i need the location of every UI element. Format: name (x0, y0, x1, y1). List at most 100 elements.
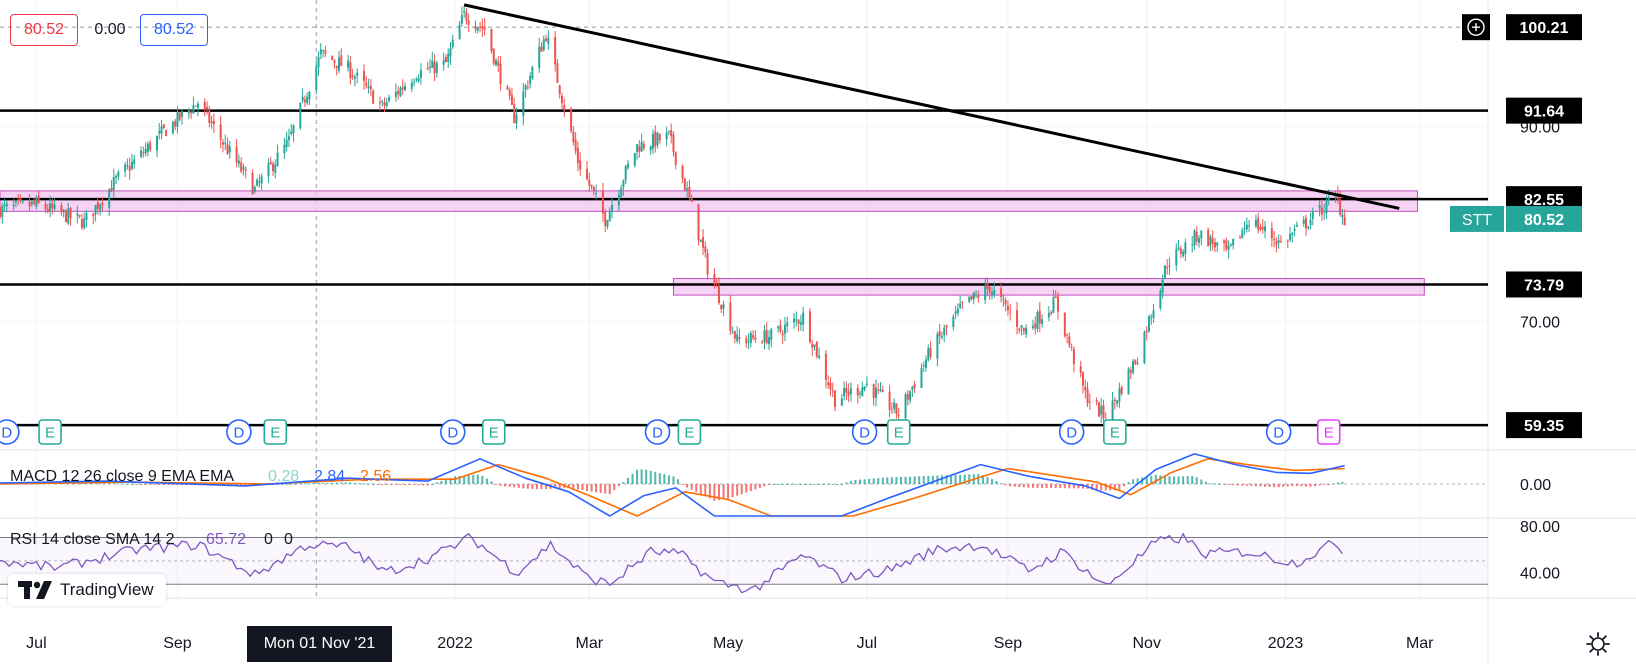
macd-histogram-bar (326, 482, 329, 484)
macd-histogram-bar (1113, 484, 1116, 491)
candle (128, 157, 131, 180)
candle (849, 382, 852, 402)
candle-body (738, 336, 741, 339)
candle-body (37, 195, 40, 203)
dividend-marker[interactable]: D (644, 419, 671, 445)
candle-body (874, 387, 877, 398)
candle-body (1004, 300, 1007, 305)
candle (415, 76, 418, 83)
dividend-marker[interactable]: D (439, 419, 466, 445)
dividend-marker[interactable]: D (0, 419, 20, 445)
candle-body (1279, 240, 1282, 242)
tradingview-wordmark: TradingView (60, 580, 154, 599)
macd-histogram-bar (1191, 476, 1194, 484)
candle (1086, 381, 1089, 408)
macd-histogram-bar (1332, 483, 1335, 485)
candle-body (1275, 241, 1278, 246)
candle-body (508, 89, 511, 96)
candle (626, 160, 629, 171)
candle-body (683, 178, 686, 191)
tradingview-mark-icon (18, 581, 52, 599)
earnings-marker[interactable]: E (1316, 419, 1341, 445)
candle-body (171, 122, 174, 134)
rsi-legend[interactable]: RSI 14 close SMA 14 2 65.72 0 0 (10, 531, 293, 548)
candle (67, 202, 70, 225)
earnings-marker[interactable]: E (886, 419, 911, 445)
candle-body (636, 144, 639, 153)
candle-body (797, 320, 800, 324)
candle (811, 339, 814, 357)
candle (60, 202, 63, 216)
candle-body (879, 389, 882, 392)
candle (576, 141, 579, 172)
candle (53, 198, 56, 212)
candle (1031, 319, 1034, 330)
candle-body (203, 102, 206, 109)
price-tick-label: 70.00 (1520, 314, 1560, 331)
candle (510, 87, 513, 105)
downtrend-line[interactable] (463, 3, 1400, 210)
gear-icon[interactable] (1584, 630, 1612, 658)
macd-histogram-bar (394, 484, 397, 485)
candle (824, 350, 827, 389)
candle (474, 20, 477, 33)
earnings-marker[interactable]: E (38, 419, 62, 445)
candle (467, 13, 470, 33)
candle-body (975, 294, 978, 296)
candle-body (1270, 228, 1273, 239)
dividend-letter: D (652, 425, 663, 442)
candle-body (672, 134, 675, 152)
macd-histogram-bar (608, 484, 611, 495)
dividend-marker[interactable]: D (1058, 419, 1085, 445)
candle (176, 106, 179, 134)
candle-body (972, 292, 975, 300)
macd-histogram-bar (1145, 476, 1148, 484)
candle-body (228, 146, 231, 153)
candle-body (1111, 400, 1114, 426)
candle (890, 402, 893, 414)
macd-histogram-bar (1173, 476, 1176, 484)
earnings-badge (677, 419, 702, 445)
candle (413, 78, 416, 87)
level-price-badge (1506, 271, 1582, 298)
candle (604, 208, 607, 233)
candle (181, 109, 184, 125)
dividend-marker[interactable]: D (851, 419, 878, 445)
candle-body (1066, 334, 1069, 336)
macd-histogram-bar (849, 480, 852, 484)
tradingview-logo[interactable]: TradingView (8, 574, 166, 606)
candle-body (444, 57, 447, 63)
support-resistance-zone[interactable] (672, 278, 1425, 296)
candle (970, 295, 973, 301)
candle-body (717, 285, 720, 304)
candle (117, 169, 120, 181)
candle-body (130, 161, 133, 169)
candle (1161, 274, 1164, 299)
candle-body (827, 382, 830, 386)
earnings-marker[interactable]: E (677, 419, 702, 445)
candle (1270, 222, 1273, 247)
candle-body (451, 39, 454, 48)
candle (1273, 230, 1276, 248)
candle-body (1056, 296, 1059, 312)
macd-histogram-bar (390, 484, 393, 485)
macd-histogram-bar (1168, 476, 1171, 484)
macd-histogram-bar (868, 478, 871, 484)
earnings-marker[interactable]: E (481, 419, 506, 445)
macd-histogram-bar (1159, 475, 1162, 484)
support-resistance-zone[interactable] (0, 190, 1418, 212)
ticker-badge[interactable] (1450, 205, 1504, 232)
candle (1295, 221, 1298, 228)
candle (401, 79, 404, 95)
earnings-marker[interactable]: E (1103, 419, 1127, 445)
macd-legend[interactable]: MACD 12 26 close 9 EMA EMA 0.28 2.84 2.56 (10, 468, 391, 485)
earnings-marker[interactable]: E (263, 419, 288, 445)
candle (699, 239, 702, 243)
dividend-marker[interactable]: D (1265, 419, 1292, 445)
candle (276, 144, 279, 167)
add-alert-button[interactable] (1462, 14, 1490, 41)
candle-body (667, 130, 670, 133)
dividend-marker[interactable]: D (226, 419, 252, 445)
candle-body (991, 292, 993, 295)
